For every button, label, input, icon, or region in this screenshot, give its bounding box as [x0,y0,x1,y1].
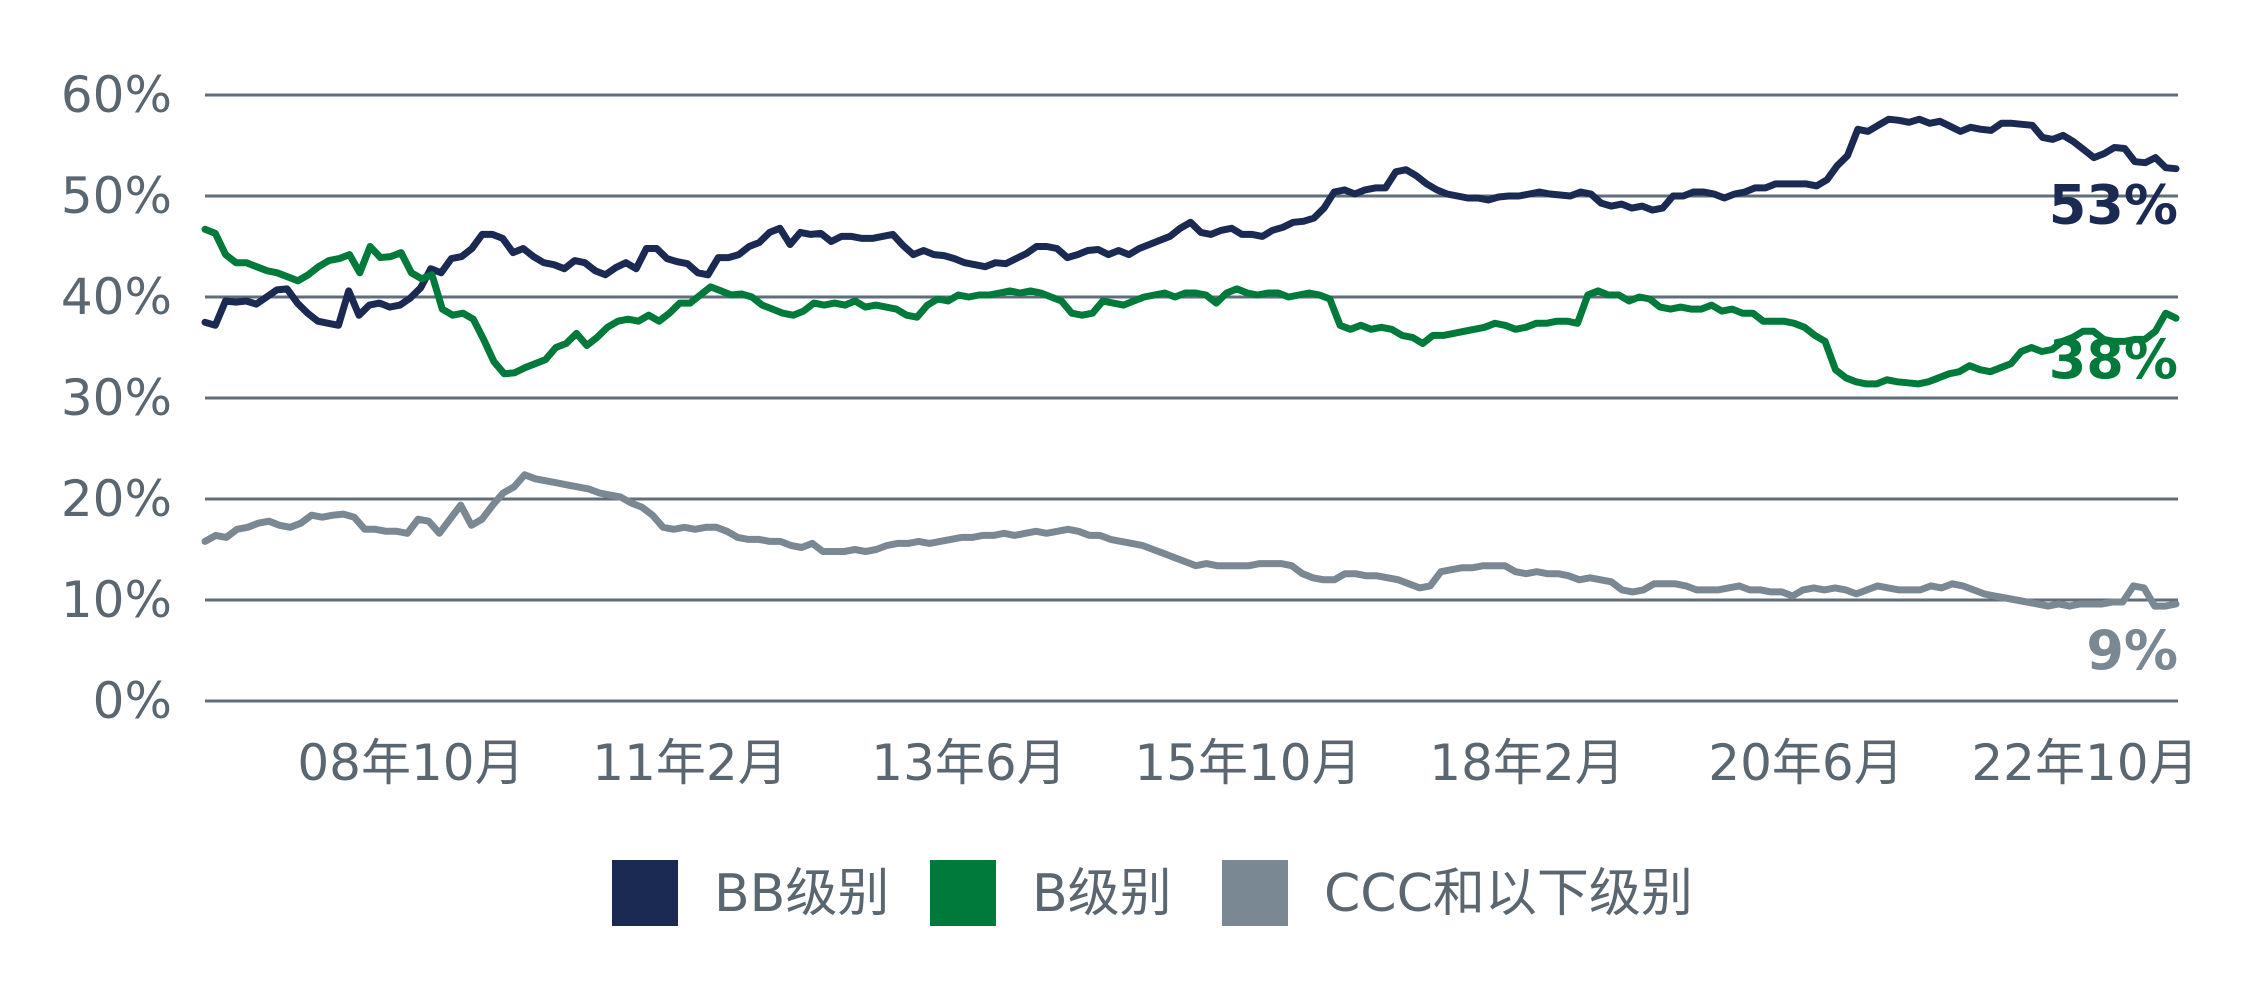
legend-swatch [612,860,678,926]
legend-swatch [930,860,996,926]
y-tick-label: 60% [61,66,172,124]
x-tick-label: 20年6月 [1708,734,1903,792]
legend-label: CCC和以下级别 [1324,864,1693,924]
x-axis-ticks: 08年10月 11年2月 13年6月 15年10月 18年2月 20年6月 22年10月 [297,734,2198,792]
y-tick-label: 0% [93,672,172,730]
x-tick-label: 22年10月 [1971,734,2198,792]
x-tick-label: 18年2月 [1429,734,1624,792]
y-tick-label: 30% [61,369,172,427]
y-axis-ticks: 0% 10% 20% 30% 40% 50% 60% [61,66,172,730]
x-tick-label: 13年6月 [871,734,1066,792]
end-label-3: 9% [2086,619,2178,682]
end-label-1: 53% [2049,174,2178,237]
legend-label: B级别 [1032,864,1172,924]
y-tick-label: 50% [61,167,172,225]
legend-label: BB级别 [714,864,889,924]
legend-swatch [1222,860,1288,926]
series-lines [201,115,2180,610]
series-line-1 [201,115,2180,329]
gridlines [205,93,2178,703]
series-line-3 [201,471,2180,610]
x-tick-label: 15年10月 [1134,734,1361,792]
legend: BB级别 B级别 CCC和以下级别 [612,860,1693,926]
y-tick-label: 10% [61,571,172,629]
x-tick-label: 08年10月 [297,734,524,792]
end-label-2: 38% [2049,328,2178,391]
y-tick-label: 20% [61,470,172,528]
x-tick-label: 11年2月 [592,734,787,792]
y-tick-label: 40% [61,268,172,326]
series-end-labels: 53% 38% 9% [2049,174,2178,682]
series-line-2 [201,225,2180,388]
